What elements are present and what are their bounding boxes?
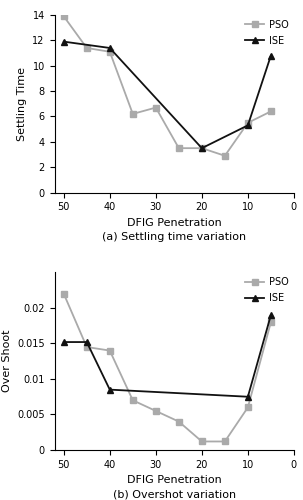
Line: PSO: PSO [61, 14, 274, 158]
Text: (b) Overshot variation: (b) Overshot variation [113, 489, 236, 499]
PSO [246, 120, 250, 126]
PSO [108, 348, 112, 354]
Line: ISE: ISE [61, 312, 274, 400]
ISE [62, 38, 65, 44]
PSO [62, 14, 65, 20]
ISE [269, 52, 273, 59]
PSO [85, 344, 88, 350]
Text: (a) Settling time variation: (a) Settling time variation [102, 232, 246, 241]
PSO [108, 49, 112, 55]
ISE [200, 145, 204, 151]
ISE [246, 122, 250, 128]
ISE [246, 394, 250, 400]
PSO [223, 438, 227, 444]
ISE [108, 45, 112, 51]
PSO [177, 418, 181, 424]
PSO [200, 145, 204, 151]
PSO [154, 104, 158, 110]
Y-axis label: Settling Time: Settling Time [17, 67, 27, 141]
PSO [223, 153, 227, 159]
Legend: PSO, ISE: PSO, ISE [245, 278, 289, 303]
PSO [62, 291, 65, 297]
ISE [85, 339, 88, 345]
ISE [108, 386, 112, 392]
PSO [131, 111, 135, 117]
ISE [269, 312, 273, 318]
PSO [269, 108, 273, 114]
X-axis label: DFIG Penetration: DFIG Penetration [127, 218, 221, 228]
PSO [85, 45, 88, 51]
PSO [269, 319, 273, 325]
PSO [200, 438, 204, 444]
PSO [177, 145, 181, 151]
X-axis label: DFIG Penetration: DFIG Penetration [127, 476, 221, 486]
PSO [131, 398, 135, 404]
Legend: PSO, ISE: PSO, ISE [245, 20, 289, 46]
PSO [154, 408, 158, 414]
PSO [246, 404, 250, 410]
Line: PSO: PSO [61, 291, 274, 444]
Y-axis label: Over Shoot: Over Shoot [2, 330, 12, 392]
Line: ISE: ISE [61, 39, 274, 151]
ISE [62, 339, 65, 345]
